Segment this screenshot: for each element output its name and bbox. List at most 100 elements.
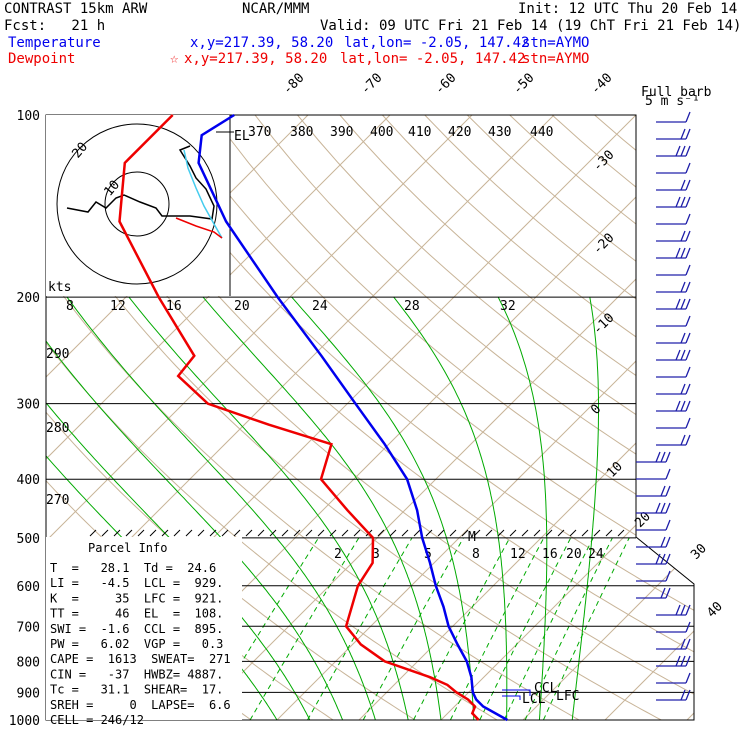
wind-barb: [656, 128, 691, 140]
wind-barb-flag: [675, 247, 681, 259]
dry-adiabat-line: [234, 115, 694, 720]
theta-label: 390: [330, 125, 353, 140]
init-time: Init: 12 UTC Thu 20 Feb 14: [518, 1, 738, 17]
freezing-hatch: [353, 529, 361, 537]
mixing-ratio-label: 24: [588, 547, 604, 562]
freezing-hatch: [101, 529, 109, 537]
parcel-info-row: T = 28.1 Td = 24.6: [50, 561, 216, 575]
barb-key-line1: Full barb: [641, 85, 712, 100]
temperature-profile: [197, 113, 509, 722]
wind-barb-flag: [685, 383, 691, 395]
pressure-label: 900: [17, 686, 40, 701]
temperature-latlon: lat,lon= -2.05, 147.42: [344, 35, 530, 51]
freezing-hatch: [473, 529, 481, 537]
wind-barb-flag: [675, 400, 681, 412]
isotherm-label: -80: [280, 71, 307, 98]
theta-label: 430: [488, 125, 511, 140]
wind-barb-flag: [665, 536, 671, 548]
moist-adiabat-line: [571, 297, 599, 720]
wind-barb-flag: [675, 655, 681, 667]
freezing-hatch: [293, 529, 301, 537]
wind-barb-flag: [680, 383, 686, 395]
freezing-hatch: [413, 529, 421, 537]
isotherm-line: [0, 87, 8, 733]
isotherm-label: 40: [704, 599, 726, 621]
freezing-hatch: [317, 529, 325, 537]
lfc-marker: LFC: [556, 689, 579, 704]
pressure-label: 300: [17, 398, 40, 413]
freezing-hatch: [593, 529, 601, 537]
parcel-info-row: K = 35 LFC = 921.: [50, 591, 223, 605]
wind-barb: [656, 264, 691, 276]
freezing-hatch: [401, 529, 409, 537]
mixing-ratio-line: [449, 537, 545, 720]
theta-label: 270: [46, 493, 69, 508]
freezing-hatch: [305, 529, 313, 537]
freezing-hatch: [533, 529, 541, 537]
dewpoint-marker-icon: ☆: [170, 51, 179, 67]
wind-barb-flag: [680, 655, 686, 667]
wind-barb-flag: [680, 179, 686, 191]
wind-barb: [636, 553, 671, 565]
wind-barb-flag: [665, 519, 671, 531]
wind-barb-flag: [685, 145, 691, 157]
wind-barb-flag: [685, 417, 691, 429]
wind-barb-flag: [685, 315, 691, 327]
wind-barb: [656, 230, 691, 242]
lcl-marker: LCL: [522, 692, 546, 707]
isotherm-line: [46, 115, 583, 720]
isotherm-label: -50: [510, 71, 537, 98]
wind-barb: [636, 468, 671, 480]
parcel-info-title: Parcel Info: [88, 541, 167, 555]
wind-barb-flag: [665, 485, 671, 497]
freezing-hatch: [605, 529, 613, 537]
mixing-ratio-label: 16: [542, 547, 558, 562]
wind-barb-flag: [665, 502, 671, 514]
wind-barb-flag: [655, 502, 661, 514]
isotherm-line: [46, 115, 501, 720]
wind-barb: [656, 332, 691, 344]
hodograph-trace: [66, 145, 215, 220]
isotherm-label: -60: [432, 71, 459, 98]
dry-adiabat-line: [193, 115, 694, 720]
isotherm-line: [46, 115, 419, 720]
dry-adiabat-line: [522, 115, 694, 720]
dry-adiabat-line: [46, 115, 686, 720]
freezing-hatch: [617, 529, 625, 537]
freezing-hatch: [557, 529, 565, 537]
isotherm-label: -30: [590, 148, 617, 175]
parcel-info-row: Tc = 31.1 SHEAR= 17.: [50, 683, 223, 697]
mixing-ratio-label: 12: [510, 547, 526, 562]
wind-barb-flag: [680, 196, 686, 208]
wind-barb-flag: [685, 366, 691, 378]
mixing-ratio-label: 24: [312, 299, 328, 314]
temperature-station: stn=AYMO: [522, 35, 590, 51]
wind-barb-flag: [685, 332, 691, 344]
freezing-hatch: [233, 529, 241, 537]
wind-barb: [656, 672, 691, 684]
dry-adiabat-line: [275, 115, 694, 720]
wind-barb-flag: [660, 553, 666, 565]
wind-barb-flag: [660, 502, 666, 514]
freezing-hatch: [521, 529, 529, 537]
wind-barb-flag: [680, 128, 686, 140]
wind-barb: [656, 655, 691, 667]
wind-barb-flag: [680, 604, 686, 616]
wind-barb-flag: [685, 111, 691, 123]
wind-barb: [656, 604, 691, 616]
freezing-hatch: [125, 529, 133, 537]
dewpoint-profile: [118, 114, 480, 721]
dry-adiabat-line: [46, 115, 520, 720]
mixing-ratio-label: 12: [110, 299, 126, 314]
pressure-tick-labels: 100 200 300 400 500 600 700 800 900 1000: [9, 109, 40, 729]
wind-barb-flag: [680, 298, 686, 310]
moist-adiabat-line: [497, 296, 548, 720]
wind-barb-flag: [675, 145, 681, 157]
wind-barb-flag: [665, 451, 671, 463]
wind-barb-flag: [685, 672, 691, 684]
wind-barb-flag: [685, 400, 691, 412]
isotherm-label: -70: [358, 71, 385, 98]
hodograph-units: kts: [48, 280, 71, 295]
freezing-hatch: [377, 529, 385, 537]
freezing-hatch: [281, 529, 289, 537]
